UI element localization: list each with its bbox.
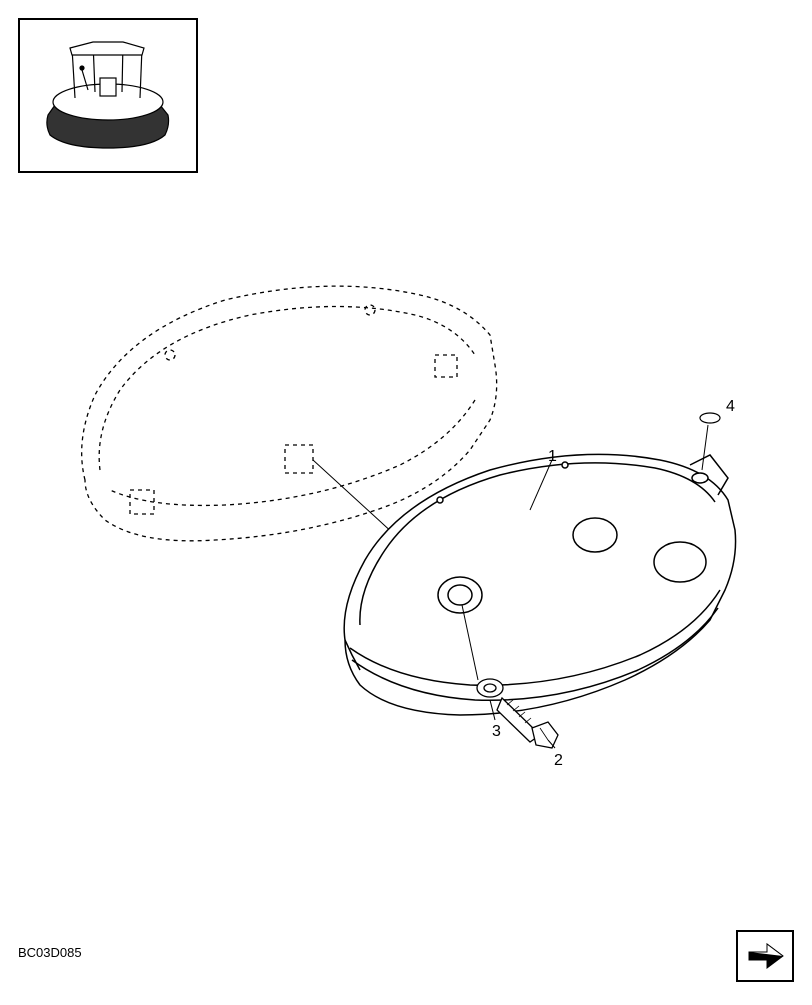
main-diagram-area [0, 0, 812, 1000]
exploded-view-svg [0, 0, 812, 1000]
callout-label-3: 3 [492, 723, 501, 741]
drawing-id-label: BC03D085 [18, 945, 82, 960]
callout-label-2: 2 [554, 752, 563, 770]
next-page-button[interactable] [736, 930, 794, 982]
callout-label-1: 1 [548, 448, 557, 466]
callout-label-4: 4 [726, 398, 735, 416]
arrow-next-icon [745, 940, 785, 972]
